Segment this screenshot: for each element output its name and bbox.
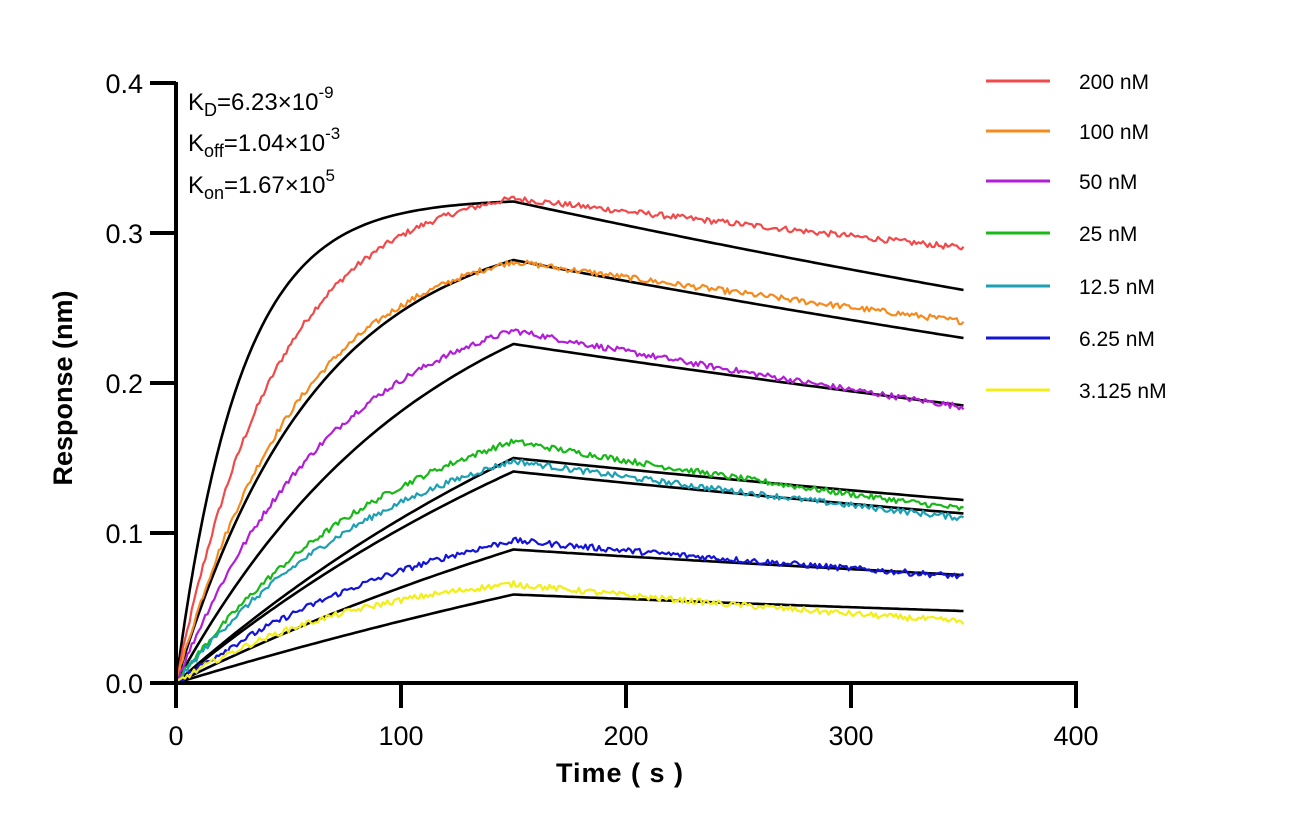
legend-label: 25 nM — [1079, 223, 1137, 246]
data-series-line — [175, 580, 965, 683]
fit-curve — [174, 200, 964, 684]
legend-label: 100 nM — [1079, 121, 1149, 144]
legend-label: 50 nM — [1079, 171, 1137, 194]
legend-label: 200 nM — [1079, 71, 1149, 94]
data-series-line — [175, 536, 965, 684]
x-tick-label: 200 — [603, 721, 648, 751]
y-ticks: 0.0 0.1 0.2 0.3 0.4 — [105, 69, 176, 699]
x-tick-label: 400 — [1053, 721, 1098, 751]
data-series-line — [174, 195, 965, 683]
kinetics-annotations: KD=6.23×10-9 Koff=1.04×10-3 Kon=1.67×105 — [188, 83, 340, 203]
fit-curve — [175, 456, 964, 684]
data-series-line — [175, 458, 964, 683]
fit-curves — [174, 200, 964, 685]
y-tick-label: 0.1 — [105, 519, 143, 549]
y-tick-label: 0.0 — [105, 669, 143, 699]
x-tick-label: 300 — [828, 721, 873, 751]
legend-label: 3.125 nM — [1079, 380, 1167, 403]
x-axis-title: Time ( s ) — [556, 758, 684, 788]
data-curves — [174, 195, 965, 685]
y-tick-label: 0.4 — [105, 69, 143, 99]
kinetic-constant: Kon=1.67×105 — [188, 166, 335, 203]
kinetic-constant: KD=6.23×10-9 — [188, 83, 334, 120]
data-series-line — [175, 438, 964, 685]
fit-curve — [175, 593, 964, 685]
fit-curve — [174, 342, 964, 684]
fit-curve — [175, 548, 964, 685]
data-series-line — [175, 328, 965, 684]
y-tick-label: 0.3 — [105, 219, 143, 249]
legend: 200 nM 100 nM 50 nM 25 nM 12.5 nM 6.25 nM 3.12… — [986, 71, 1167, 403]
y-axis-title: Response (nm) — [48, 290, 78, 485]
fit-curve — [175, 470, 964, 685]
legend-label: 12.5 nM — [1079, 276, 1155, 299]
kinetic-constant: Koff=1.04×10-3 — [188, 124, 340, 161]
x-tick-label: 0 — [168, 721, 183, 751]
y-tick-label: 0.2 — [105, 369, 143, 399]
legend-label: 6.25 nM — [1079, 328, 1155, 351]
data-series-line — [174, 259, 965, 684]
x-tick-label: 100 — [378, 721, 423, 751]
x-ticks: 0 100 200 300 400 — [168, 683, 1099, 751]
